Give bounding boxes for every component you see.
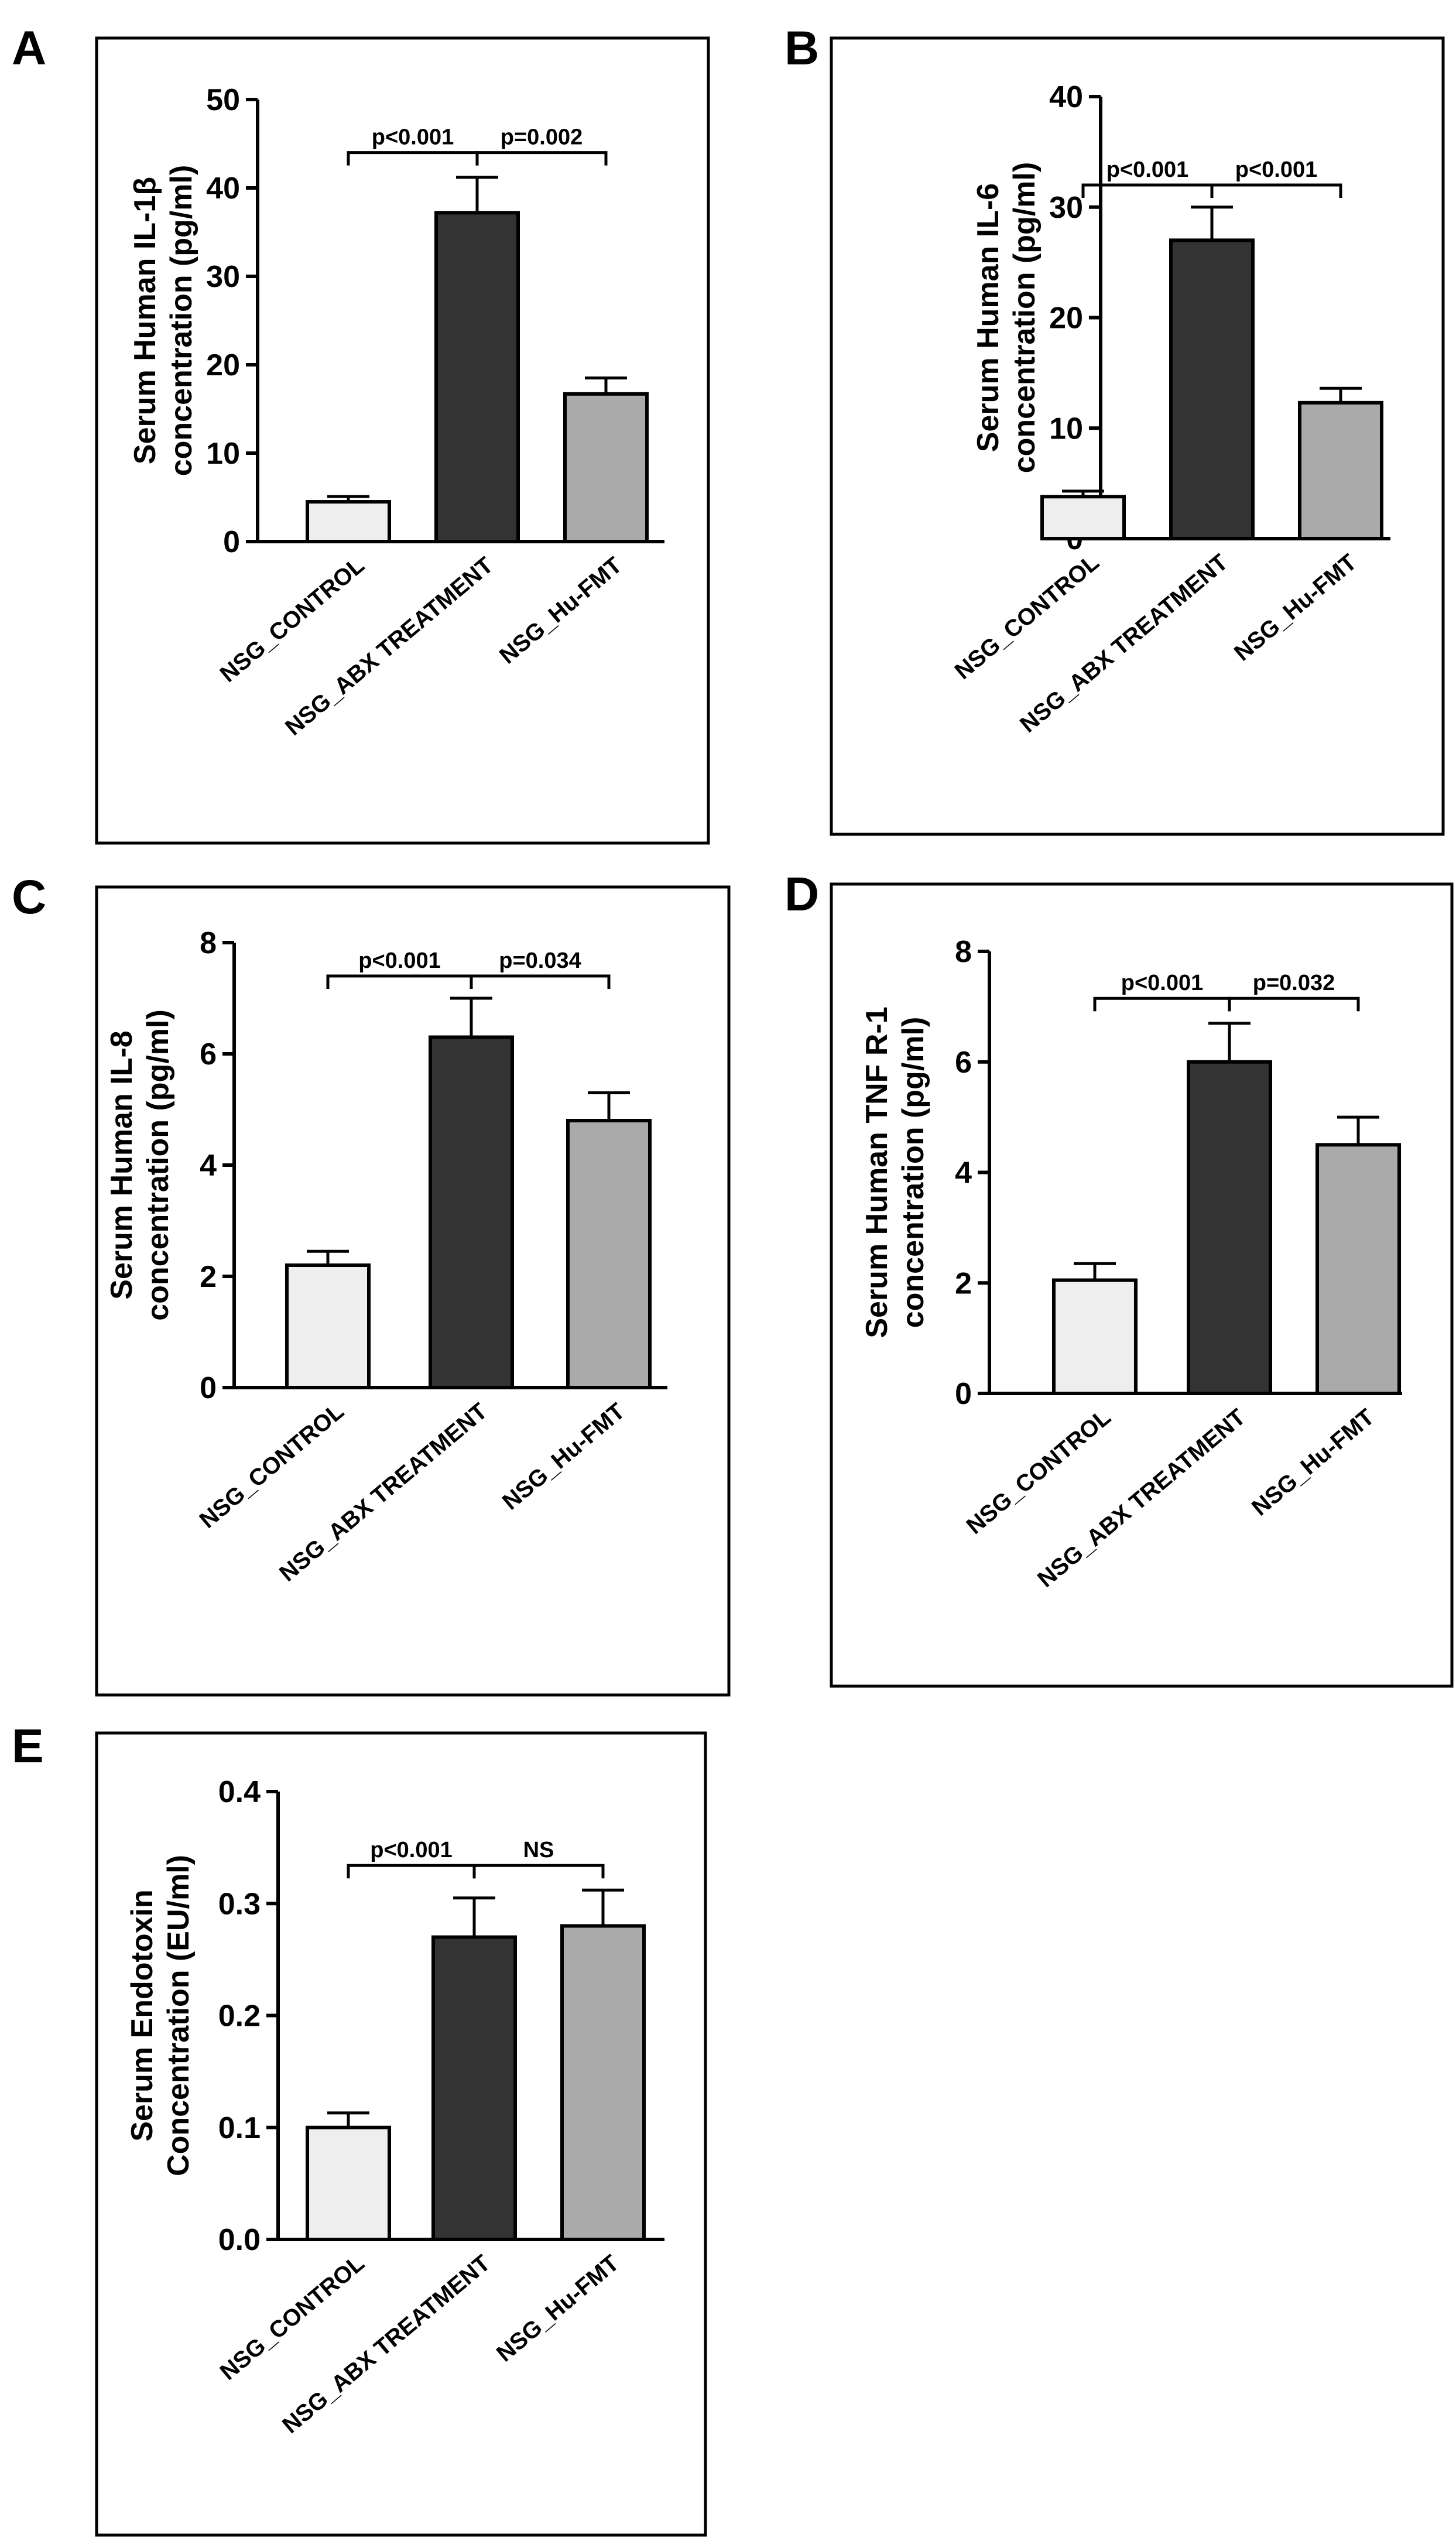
y-tick-label: 30 (1049, 191, 1083, 225)
category-label: NSG_Hu-FMT (498, 1398, 630, 1515)
p-value-label: p<0.001 (358, 948, 441, 973)
significance-bracket (475, 151, 608, 166)
category-label: NSG_Hu-FMT (492, 2250, 624, 2367)
significance-bracket (347, 1864, 476, 1879)
significance-bracket (1228, 996, 1360, 1012)
panel-letter: E (12, 1720, 44, 1773)
bar-nsg-control (1040, 495, 1126, 541)
y-axis-label: concentration (pg/ml) (165, 165, 198, 477)
y-axis-label: Serum Human IL-6 (971, 183, 1005, 452)
bar-nsg-abx-treatment (431, 1935, 517, 2241)
panel-letter: B (784, 22, 819, 75)
y-tick-label: 50 (206, 83, 240, 117)
bar-nsg-abx-treatment (1169, 238, 1255, 540)
significance-bracket (347, 151, 479, 166)
bar-nsg-control (306, 500, 391, 543)
y-axis-label: concentration (pg/ml) (1008, 162, 1042, 474)
p-value-label: p=0.034 (499, 948, 581, 973)
panel-letter: D (784, 868, 819, 921)
y-tick-label: 6 (200, 1037, 217, 1071)
category-label: NSG_ABX TREATMENT (280, 552, 498, 741)
y-tick-label: 40 (1049, 80, 1083, 114)
y-axis-label: Serum Human TNF R-1 (860, 1006, 894, 1338)
panel-E: E 0.0 0.1 0.2 0.3 0.4 Serum Endotoxin Concentra… (12, 1720, 707, 2537)
y-tick-label: 8 (955, 935, 972, 969)
category-label: NSG_Hu-FMT (1247, 1404, 1379, 1520)
y-tick-label: 4 (200, 1149, 217, 1183)
y-tick-label: 30 (206, 260, 240, 294)
bar-nsg-hu-fmt (566, 1119, 652, 1389)
y-axis-label: Serum Endotoxin (125, 1889, 159, 2141)
y-tick-label: 10 (1049, 412, 1083, 446)
y-axis-label: Serum Human IL-1β (128, 177, 162, 464)
category-label: NSG_Hu-FMT (1229, 549, 1362, 666)
y-tick-label: 20 (1049, 302, 1083, 335)
y-tick-label: 2 (200, 1260, 217, 1294)
significance-bracket (326, 974, 473, 989)
y-tick-label: 40 (206, 172, 240, 206)
y-tick-label: 6 (955, 1046, 972, 1080)
y-tick-label: 8 (200, 926, 217, 960)
y-axis-label: concentration (pg/ml) (896, 1017, 930, 1328)
p-value-label: p<0.001 (370, 1838, 453, 1862)
y-tick-label: 0.4 (218, 1775, 261, 1809)
p-value-label: p<0.001 (1235, 157, 1318, 182)
p-value-label: p<0.001 (1106, 157, 1189, 182)
panel-letter: A (12, 22, 46, 75)
y-tick-label: 0 (200, 1371, 217, 1405)
bar-nsg-hu-fmt (1298, 400, 1383, 541)
y-tick-label: 0.1 (218, 2111, 261, 2145)
bar-nsg-abx-treatment (429, 1035, 514, 1389)
p-value-label: NS (523, 1838, 554, 1862)
panel-D: D 0 2 4 6 8 Serum Human TNF R-1 concentration (… (784, 868, 1454, 1688)
panel-B: B010203040Serum Human IL-6concentration … (784, 22, 1445, 836)
y-tick-label: 4 (955, 1156, 972, 1190)
bar-nsg-control (1052, 1278, 1138, 1395)
bar-nsg-hu-fmt (563, 392, 649, 544)
panel-frame (830, 36, 1445, 836)
category-label: NSG_Hu-FMT (495, 552, 627, 669)
panel-letter: C (12, 871, 46, 924)
y-tick-label: 10 (206, 437, 240, 471)
significance-bracket (470, 974, 611, 989)
y-tick-label: 20 (206, 348, 240, 382)
category-label: NSG_ABX TREATMENT (1015, 549, 1233, 738)
y-axis-label: concentration (pg/ml) (141, 1009, 175, 1321)
p-value-label: p=0.032 (1253, 971, 1335, 995)
significance-bracket (472, 1864, 605, 1879)
y-axis-label: Concentration (EU/ml) (162, 1855, 196, 2176)
bar-nsg-hu-fmt (1315, 1143, 1401, 1395)
significance-bracket (1210, 183, 1342, 198)
bar-nsg-abx-treatment (434, 211, 520, 543)
p-value-label: p=0.002 (501, 125, 583, 150)
panel-frame (95, 36, 710, 845)
bar-nsg-hu-fmt (560, 1924, 646, 2241)
y-axis-label: Serum Human IL-8 (105, 1030, 139, 1299)
y-tick-label: 0 (955, 1377, 972, 1411)
panel-frame (830, 882, 1454, 1688)
bar-nsg-abx-treatment (1187, 1060, 1272, 1395)
bar-nsg-control (306, 2125, 391, 2241)
p-value-label: p<0.001 (1121, 971, 1204, 995)
y-tick-label: 0.3 (218, 1887, 261, 1921)
panel-frame (95, 1731, 707, 2537)
significance-bracket (1093, 996, 1231, 1012)
category-label: NSG_CONTROL (195, 1398, 349, 1533)
category-label: NSG_ABX TREATMENT (278, 2250, 495, 2439)
y-tick-label: 0.0 (218, 2223, 261, 2257)
category-label: NSG_CONTROL (962, 1404, 1116, 1539)
y-tick-label: 0.2 (218, 1999, 261, 2033)
panel-frame (95, 885, 731, 1697)
panel-C: C 0 2 4 6 8 Serum Human IL-8 concentration (pg/… (12, 871, 731, 1697)
y-tick-label: 0 (223, 525, 240, 559)
bar-nsg-control (285, 1263, 371, 1389)
p-value-label: p<0.001 (372, 125, 454, 150)
y-tick-label: 2 (955, 1266, 972, 1300)
panel-A: A 0 10 20 30 40 50 Serum Human IL-1β concentrati… (12, 22, 710, 845)
